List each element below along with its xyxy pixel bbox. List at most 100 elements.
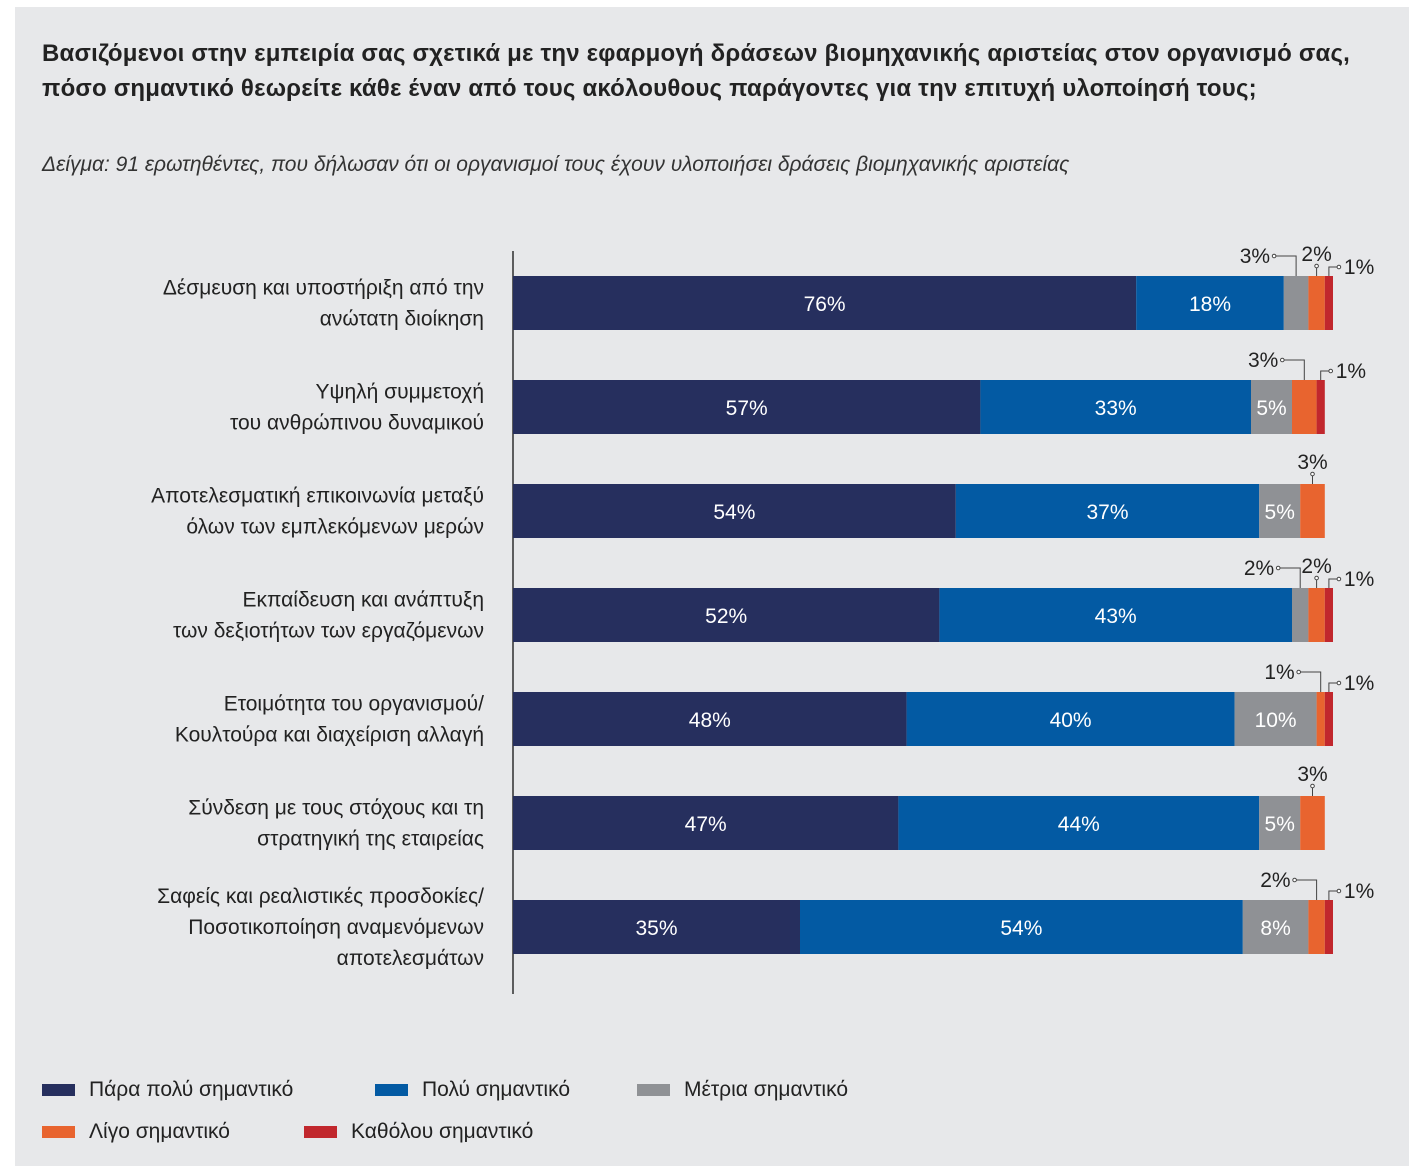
bar-segment-very-important [513, 588, 940, 642]
data-label-very-important: 47% [685, 813, 727, 836]
callout-label: 2% [1244, 557, 1274, 580]
category-label: Εκπαίδευση και ανάπτυξη [242, 589, 484, 612]
data-label-very-important: 48% [689, 709, 731, 732]
legend-swatch-slightly [42, 1126, 75, 1138]
data-label-moderate: 5% [1265, 813, 1295, 836]
bar-segment-not-at-all [1324, 692, 1333, 746]
legend-item-very-important: Πάρα πολύ σημαντικό [42, 1078, 293, 1102]
category-label: Σύνδεση με τους στόχους και τη [188, 797, 484, 820]
legend-item-slightly: Λίγο σημαντικό [42, 1120, 230, 1144]
data-label-moderate: 10% [1255, 709, 1297, 732]
callout-label: 1% [1344, 880, 1374, 903]
callout-dot [1336, 264, 1342, 270]
category-label: αποτελεσμάτων [337, 947, 484, 970]
bar-segment-slightly [1308, 276, 1325, 330]
callout-line [1328, 578, 1339, 588]
callout-dot [1275, 565, 1281, 571]
legend-item-important: Πολύ σημαντικό [375, 1078, 570, 1102]
bar-segment-important [898, 796, 1260, 850]
callout-line [1274, 255, 1297, 276]
bar-segment-moderate [1251, 380, 1292, 434]
bar-segment-not-at-all [1324, 276, 1333, 330]
chart-title: Βασιζόμενοι στην εμπειρία σας σχετικά με… [42, 40, 1350, 102]
callout-label: 3% [1297, 451, 1327, 474]
category-label: στρατηγική της εταιρείας [257, 828, 484, 851]
callout-label: 1% [1344, 568, 1374, 591]
callout-dot [1296, 669, 1301, 675]
bar-segment-very-important [513, 692, 907, 746]
bar-segment-moderate [1259, 796, 1301, 850]
legend-label-important: Πολύ σημαντικό [422, 1078, 571, 1101]
callout-line [1278, 567, 1301, 588]
category-label: των δεξιοτήτων των εργαζόμενων [173, 620, 484, 643]
callout-label: 3% [1297, 763, 1327, 786]
bar-segment-very-important [513, 276, 1137, 330]
bar-segment-not-at-all [1316, 380, 1325, 434]
bar-segment-important [800, 900, 1243, 954]
bar-segment-important [939, 588, 1292, 642]
bar-segment-very-important [513, 484, 956, 538]
bar-segment-important [1136, 276, 1284, 330]
data-label-important: 44% [1058, 813, 1100, 836]
bar-segment-not-at-all [1324, 588, 1333, 642]
data-label-important: 43% [1095, 605, 1137, 628]
bar-segment-moderate [1259, 484, 1301, 538]
data-label-moderate: 5% [1265, 501, 1295, 524]
data-label-important: 18% [1189, 293, 1231, 316]
legend-label-slightly: Λίγο σημαντικό [89, 1120, 230, 1143]
legend-swatch-important [375, 1084, 408, 1096]
callout-dot [1314, 263, 1319, 269]
legend-swatch-moderate [637, 1084, 670, 1096]
legend-label-very-important: Πάρα πολύ σημαντικό [89, 1078, 294, 1101]
data-label-very-important: 76% [804, 293, 846, 316]
data-label-important: 54% [1000, 917, 1042, 940]
bar-segment-slightly [1300, 796, 1325, 850]
callout-label: 1% [1344, 672, 1374, 695]
bar-segment-slightly [1316, 692, 1325, 746]
legend-item-not-at-all: Καθόλου σημαντικό [304, 1120, 533, 1144]
bar-segment-moderate [1234, 692, 1317, 746]
bar-segment-slightly [1308, 900, 1325, 954]
callout-dot [1336, 680, 1342, 686]
callout-line [1298, 671, 1322, 692]
callout-line [1282, 359, 1305, 380]
callout-dot [1271, 253, 1277, 259]
category-label: Υψηλή συμμετοχή [316, 381, 485, 404]
data-label-important: 33% [1095, 397, 1137, 420]
bar-segment-moderate [1292, 588, 1309, 642]
callout-label: 2% [1260, 869, 1290, 892]
callout-dot [1336, 576, 1342, 582]
chart-subtitle: Δείγμα: 91 ερωτηθέντες, που δήλωσαν ότι … [42, 153, 1070, 176]
callout-dot [1280, 357, 1285, 363]
chart-panel [15, 7, 1409, 1166]
bar-segment-very-important [513, 380, 981, 434]
callout-label: 3% [1240, 245, 1270, 268]
bar-segment-slightly [1300, 484, 1325, 538]
bar-segment-slightly [1308, 588, 1325, 642]
callout-line [1294, 879, 1318, 900]
callout-label: 1% [1336, 360, 1366, 383]
category-label: Αποτελεσματική επικοινωνία μεταξύ [151, 485, 484, 508]
category-label: Δέσμευση και υποστήριξη από την [163, 277, 484, 300]
callout-line [1328, 890, 1339, 900]
legend-swatch-very-important [42, 1084, 75, 1096]
bar-segment-not-at-all [1324, 900, 1333, 954]
data-label-moderate: 8% [1260, 917, 1290, 940]
bar-segment-important [980, 380, 1251, 434]
bar-segment-important [955, 484, 1260, 538]
callout-dot [1310, 783, 1315, 789]
bar-segment-slightly [1292, 380, 1317, 434]
callout-line [1328, 266, 1339, 276]
data-label-very-important: 52% [705, 605, 747, 628]
legend-label-moderate: Μέτρια σημαντικό [684, 1078, 849, 1101]
bar-segment-very-important [513, 900, 800, 954]
callout-dot [1328, 368, 1333, 374]
callout-dot [1336, 888, 1342, 894]
bar-segment-moderate [1283, 276, 1309, 330]
callout-dot [1314, 575, 1319, 581]
callout-label: 3% [1248, 349, 1278, 372]
category-label: του ανθρώπινου δυναμικού [230, 412, 484, 435]
callout-label: 1% [1344, 256, 1374, 279]
callout-label: 1% [1264, 661, 1294, 684]
bar-segment-important [906, 692, 1235, 746]
